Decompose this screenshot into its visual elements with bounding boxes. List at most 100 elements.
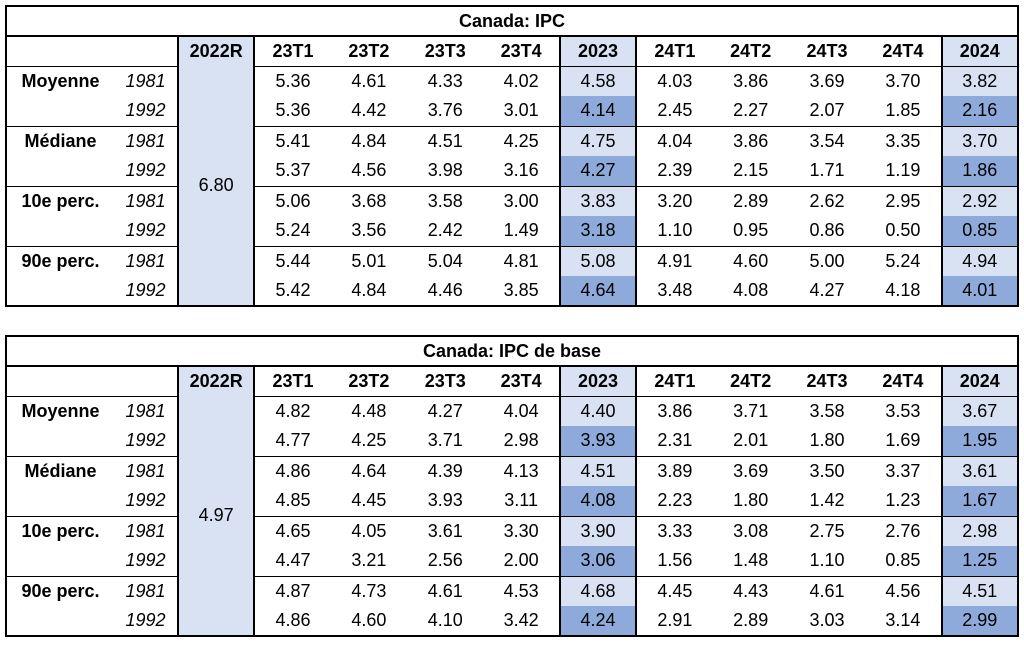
value-cell: 1.25 xyxy=(940,546,1020,576)
value-cell: 4.42 xyxy=(351,100,387,121)
value-cell: 3.83 xyxy=(558,185,638,216)
value-cell: 1.42 xyxy=(809,490,845,511)
value-cell: 4.04 xyxy=(636,125,713,156)
header-row: 2022R 23T1 23T2 23T3 23T4 2023 24T1 24T2 24T3 24T… xyxy=(6,36,1020,67)
value-cell: 5.36 xyxy=(275,100,311,121)
value-cell: 4.56 xyxy=(351,160,387,181)
table-row: 1992 5.37 4.56 3.98 3.16 4.27 2.39 2.15 1.71 1.19… xyxy=(6,156,1020,186)
value-cell: 5.08 xyxy=(558,245,638,276)
value-cell: 3.21 xyxy=(351,550,387,571)
value-cell: 3.20 xyxy=(636,185,713,216)
value-cell: 2.91 xyxy=(657,610,693,630)
column-header-24T4: 24T4 xyxy=(865,366,942,397)
table-title: Canada: IPC de base xyxy=(6,336,1018,367)
value-cell: 2.39 xyxy=(657,160,693,181)
column-header-2023: 2023 xyxy=(558,366,638,397)
ref-value-cell: 6.80 xyxy=(176,66,256,306)
year-cell: 1981 xyxy=(114,455,178,486)
value-cell: 4.56 xyxy=(865,575,942,606)
table-row: Moyenne 1981 6.80 5.36 4.61 4.33 4.02 4.58 4.03 3… xyxy=(6,66,1020,306)
value-cell: 4.08 xyxy=(733,280,769,300)
column-header-23T2: 23T2 xyxy=(330,366,408,397)
value-cell: 3.35 xyxy=(865,125,942,156)
year-cell: 1981 xyxy=(114,575,178,606)
column-header-24T2: 24T2 xyxy=(712,36,789,67)
column-header-24T1: 24T1 xyxy=(636,366,713,397)
column-header-23T3: 23T3 xyxy=(407,36,484,67)
column-header-23T2: 23T2 xyxy=(330,36,408,67)
value-cell: 2.45 xyxy=(657,100,693,121)
value-cell: 4.86 xyxy=(254,455,331,486)
table-row: 1992 4.77 4.25 3.71 2.98 3.93 2.31 2.01 1.80 1.69… xyxy=(6,426,1020,456)
value-cell: 4.61 xyxy=(407,575,484,606)
value-cell: 5.42 xyxy=(275,280,311,300)
title-row: Canada: IPC de base xyxy=(6,336,1018,367)
table-row: 1992 4.47 3.21 2.56 2.00 3.06 1.56 1.48 1.10 0.85… xyxy=(6,546,1020,576)
value-cell: 4.51 xyxy=(558,455,638,486)
data-table: Canada: IPC 2022R 23T1 23T2 23T3 23T4 2023 24T1… xyxy=(5,5,1020,307)
value-cell: 5.24 xyxy=(275,220,311,241)
value-cell: 4.68 xyxy=(558,575,638,606)
value-cell: 3.76 xyxy=(427,100,463,121)
value-cell: 4.27 xyxy=(558,156,638,186)
stat-label-cell: 90e perc. xyxy=(6,245,114,276)
value-cell: 3.01 xyxy=(503,100,539,121)
value-cell: 1.19 xyxy=(885,160,921,181)
value-cell: 4.84 xyxy=(330,125,408,156)
column-header-24T3: 24T3 xyxy=(788,36,866,67)
value-cell: 4.43 xyxy=(712,575,789,606)
value-cell: 1.71 xyxy=(809,160,845,181)
value-cell: 3.03 xyxy=(809,610,845,630)
value-cell: 3.30 xyxy=(483,515,560,546)
value-cell: 4.91 xyxy=(636,245,713,276)
value-cell: 4.64 xyxy=(330,455,408,486)
value-cell: 5.36 xyxy=(275,70,311,91)
value-cell: 3.61 xyxy=(940,455,1020,486)
value-cell: 4.60 xyxy=(351,610,387,630)
year-cell: 1992 xyxy=(125,490,166,511)
year-cell: 1981 xyxy=(125,400,166,421)
value-cell: 3.33 xyxy=(636,515,713,546)
stat-label-cell xyxy=(6,216,114,246)
year-cell: 1992 xyxy=(125,550,166,571)
table-row: 1992 5.36 4.42 3.76 3.01 4.14 2.45 2.27 2.07 1.85… xyxy=(6,96,1020,126)
value-cell: 4.27 xyxy=(427,400,463,421)
value-cell: 4.03 xyxy=(657,70,693,91)
value-cell: 1.85 xyxy=(885,100,921,121)
value-cell: 3.08 xyxy=(712,515,789,546)
value-cell: 3.00 xyxy=(483,185,560,216)
value-cell: 2.07 xyxy=(809,100,845,121)
table-row: 90e perc. 1981 4.87 4.73 4.61 4.53 4.68 4.45 4.4… xyxy=(6,575,1020,606)
value-cell: 4.58 xyxy=(558,66,638,96)
value-cell: 4.10 xyxy=(427,610,463,630)
table-row: Médiane 1981 4.86 4.64 4.39 4.13 4.51 3.89 3.69 3… xyxy=(6,455,1020,486)
year-cell: 1981 xyxy=(114,245,178,276)
row-header-spacer xyxy=(6,36,178,67)
row-header-spacer xyxy=(6,366,178,397)
value-cell: 4.39 xyxy=(407,455,484,486)
stat-label-cell: Moyenne xyxy=(21,70,100,91)
column-header-23T1: 23T1 xyxy=(254,366,331,397)
value-cell: 4.64 xyxy=(558,276,638,306)
stat-label-cell xyxy=(6,426,114,456)
year-cell: 1992 xyxy=(125,430,166,451)
year-cell: 1981 xyxy=(114,185,178,216)
value-cell: 5.41 xyxy=(254,125,331,156)
header-row: 2022R 23T1 23T2 23T3 23T4 2023 24T1 24T2 24T3 24T… xyxy=(6,366,1020,397)
value-cell: 4.60 xyxy=(712,245,789,276)
value-cell: 5.06 xyxy=(254,185,331,216)
table-row: 10e perc. 1981 5.06 3.68 3.58 3.00 3.83 3.20 2.8… xyxy=(6,185,1020,216)
value-cell: 3.61 xyxy=(407,515,484,546)
value-cell: 1.10 xyxy=(657,220,693,241)
value-cell: 3.11 xyxy=(504,490,538,511)
value-cell: 4.94 xyxy=(940,245,1020,276)
value-cell: 3.69 xyxy=(809,70,845,91)
value-cell: 4.24 xyxy=(558,606,638,636)
table-title: Canada: IPC xyxy=(6,6,1018,37)
year-cell: 1992 xyxy=(125,160,166,181)
year-cell: 1981 xyxy=(114,515,178,546)
value-cell: 2.89 xyxy=(712,185,789,216)
value-cell: 1.80 xyxy=(733,490,769,511)
value-cell: 4.33 xyxy=(427,70,463,91)
value-cell: 3.70 xyxy=(940,125,1020,156)
